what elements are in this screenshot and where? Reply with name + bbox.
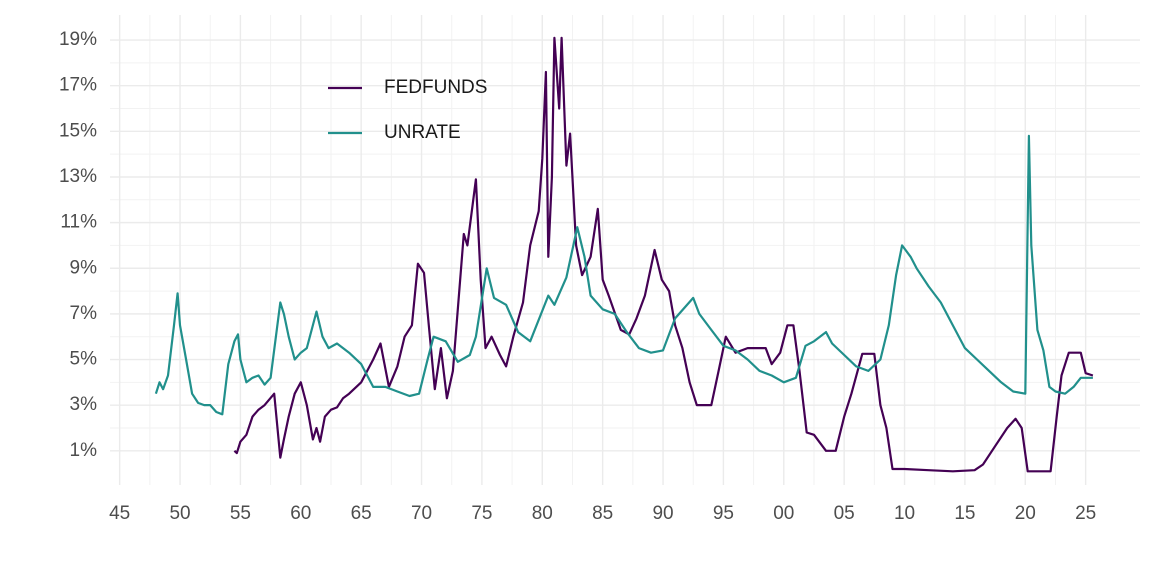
x-tick-label: 45 <box>109 503 130 524</box>
x-tick-label: 05 <box>834 503 855 524</box>
legend-label: UNRATE <box>384 122 461 143</box>
y-tick-label: 3% <box>70 394 98 415</box>
y-tick-label: 1% <box>70 440 98 461</box>
x-tick-label: 00 <box>773 503 794 524</box>
x-tick-label: 65 <box>351 503 372 524</box>
x-tick-label: 50 <box>169 503 190 524</box>
y-tick-label: 11% <box>60 212 97 233</box>
series-line <box>154 134 1093 416</box>
y-tick-label: 15% <box>59 120 97 141</box>
x-tick-label: 55 <box>230 503 251 524</box>
y-tick-label: 9% <box>70 257 98 278</box>
x-tick-label: 90 <box>652 503 673 524</box>
x-tick-label: 15 <box>954 503 975 524</box>
x-tick-label: 25 <box>1075 503 1096 524</box>
x-tick-label: 80 <box>532 503 553 524</box>
x-tick-label: 20 <box>1015 503 1036 524</box>
grid <box>110 15 1140 485</box>
x-tick-label: 60 <box>290 503 311 524</box>
y-tick-label: 7% <box>70 303 98 324</box>
y-tick-label: 19% <box>59 29 97 50</box>
x-tick-label: 70 <box>411 503 432 524</box>
x-tick-label: 85 <box>592 503 613 524</box>
y-tick-label: 17% <box>59 75 97 96</box>
legend: FEDFUNDS UNRATE <box>328 77 487 143</box>
series-line <box>233 36 1094 473</box>
y-tick-label: 5% <box>70 349 98 370</box>
y-tick-label: 13% <box>59 166 97 187</box>
x-tick-label: 95 <box>713 503 734 524</box>
x-tick-label: 75 <box>471 503 492 524</box>
x-tick-label: 10 <box>894 503 915 524</box>
legend-label: FEDFUNDS <box>384 77 487 98</box>
